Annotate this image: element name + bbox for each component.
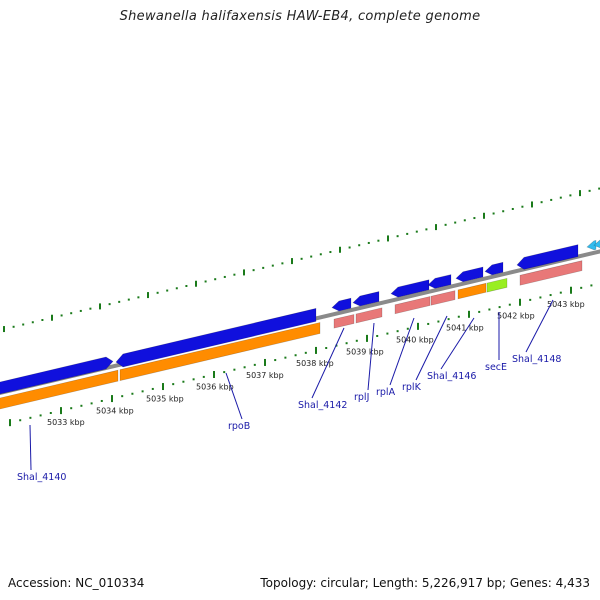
gene-leader-line: [389, 317, 415, 386]
gene-feature[interactable]: [457, 282, 487, 300]
rrna-feature[interactable]: [355, 307, 383, 324]
gene-label[interactable]: rplA: [376, 387, 396, 398]
gene-leader-line: [415, 315, 448, 381]
accession-text: Accession: NC_010334: [8, 576, 145, 590]
cds-feature[interactable]: [593, 238, 600, 249]
cds-feature[interactable]: [390, 279, 430, 298]
rrna-feature[interactable]: [519, 260, 583, 286]
gene-leader-line: [225, 372, 243, 420]
gene-leader-line: [525, 299, 554, 353]
rrna-feature[interactable]: [430, 290, 456, 306]
gene-label[interactable]: Shal_4148: [512, 354, 561, 365]
kbp-label: 5034 kbp: [96, 406, 134, 415]
gene-label[interactable]: Shal_4140: [17, 472, 66, 483]
gene-label[interactable]: rpoB: [228, 421, 250, 432]
gene-feature[interactable]: [0, 369, 119, 411]
kbp-label: 5036 kbp: [196, 383, 234, 392]
cds-feature[interactable]: [427, 274, 452, 289]
cds-feature[interactable]: [115, 308, 317, 368]
gene-leader-line: [311, 327, 345, 399]
rrna-feature[interactable]: [333, 314, 355, 329]
cds-feature[interactable]: [455, 266, 484, 283]
kbp-label: 5040 kbp: [396, 336, 434, 345]
gene-leader-line: [367, 322, 375, 391]
kbp-label: 5033 kbp: [47, 418, 85, 427]
gene-label[interactable]: secE: [485, 362, 507, 373]
cds-feature[interactable]: [516, 244, 579, 270]
gene-label[interactable]: rplJ: [354, 392, 369, 403]
cds-feature[interactable]: [352, 291, 380, 307]
gene-label[interactable]: Shal_4146: [427, 371, 476, 382]
cds-feature[interactable]: [586, 239, 597, 251]
gene-label[interactable]: rplK: [402, 382, 422, 393]
kbp-label: 5038 kbp: [296, 359, 334, 368]
kbp-label: 5037 kbp: [246, 371, 284, 380]
kbp-label: 5041 kbp: [446, 324, 484, 333]
gene-leader-line: [440, 317, 475, 370]
gene-label[interactable]: Shal_4142: [298, 400, 347, 411]
rrna-feature[interactable]: [394, 296, 431, 315]
secE-feature[interactable]: [486, 277, 508, 293]
cds-feature[interactable]: [484, 261, 504, 276]
kbp-label: 5043 kbp: [547, 300, 585, 309]
kbp-label: 5042 kbp: [497, 312, 535, 321]
topology-text: Topology: circular; Length: 5,226,917 bp…: [260, 576, 590, 590]
kbp-label: 5035 kbp: [146, 395, 184, 404]
kbp-label: 5039 kbp: [346, 347, 384, 356]
gene-leader-line: [29, 424, 32, 471]
map-title: Shewanella halifaxensis HAW-EB4, complet…: [119, 9, 481, 24]
cds-feature[interactable]: [331, 297, 352, 312]
gene-feature[interactable]: [119, 322, 321, 382]
cds-feature[interactable]: [0, 356, 114, 396]
